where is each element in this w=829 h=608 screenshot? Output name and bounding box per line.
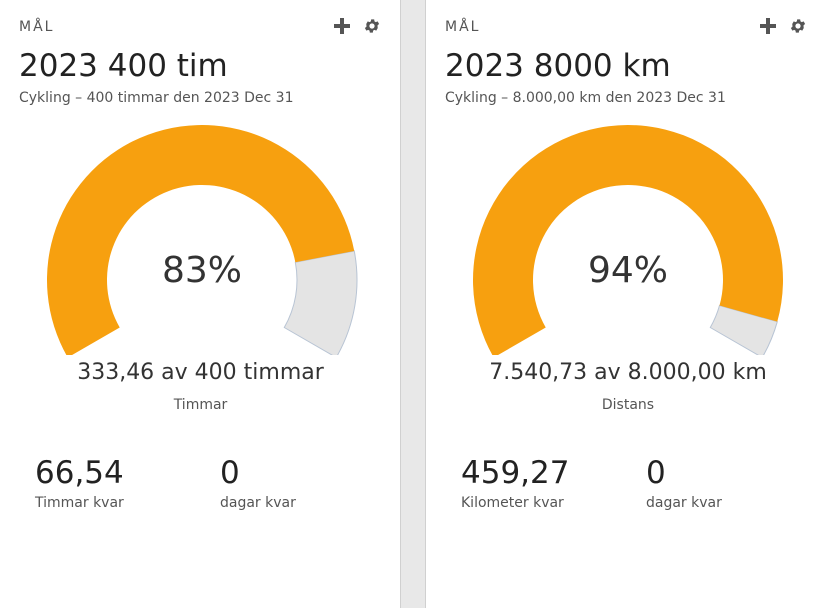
- progress-text: 333,46 av 400 timmar: [77, 360, 324, 385]
- progress-gauge: [47, 125, 358, 355]
- remaining-value: 66,54: [35, 455, 124, 491]
- progress-text: 7.540,73 av 8.000,00 km: [489, 360, 767, 385]
- progress-gauge: [473, 125, 783, 355]
- gauge-fill-arc: [473, 125, 783, 355]
- gear-icon[interactable]: [362, 16, 382, 36]
- gauge-percent: 94%: [587, 250, 668, 291]
- gauge-remaining-arc: [709, 304, 778, 355]
- goal-subtitle: Cykling – 8.000,00 km den 2023 Dec 31: [445, 90, 726, 106]
- gauge-remaining-arc: [283, 250, 358, 355]
- plus-icon[interactable]: [332, 16, 352, 36]
- unit-label: Distans: [601, 397, 655, 413]
- section-label: MÅL: [19, 19, 55, 35]
- remaining-label: Kilometer kvar: [461, 495, 564, 511]
- days-label: dagar kvar: [220, 495, 296, 511]
- remaining-stat: 66,54 Timmar kvar: [35, 455, 124, 511]
- card-actions: [332, 16, 382, 36]
- goal-card-hours: MÅL 2023 400 tim Cykling – 400 timmar de…: [0, 0, 401, 608]
- plus-icon[interactable]: [758, 16, 778, 36]
- days-value: 0: [646, 455, 666, 491]
- remaining-label: Timmar kvar: [35, 495, 124, 511]
- goal-title: 2023 400 tim: [19, 48, 228, 84]
- goal-card-distance: MÅL 2023 8000 km Cykling – 8.000,00 km d…: [425, 0, 829, 608]
- gauge-fill-arc: [47, 125, 355, 355]
- days-stat: 0 dagar kvar: [646, 455, 722, 511]
- goal-title: 2023 8000 km: [445, 48, 671, 84]
- gauge-percent: 83%: [161, 250, 242, 291]
- goal-subtitle: Cykling – 400 timmar den 2023 Dec 31: [19, 90, 294, 106]
- card-actions: [758, 16, 808, 36]
- unit-label: Timmar: [173, 397, 228, 413]
- section-label: MÅL: [445, 19, 481, 35]
- days-value: 0: [220, 455, 240, 491]
- remaining-stat: 459,27 Kilometer kvar: [461, 455, 569, 511]
- days-stat: 0 dagar kvar: [220, 455, 296, 511]
- remaining-value: 459,27: [461, 455, 570, 491]
- days-label: dagar kvar: [646, 495, 722, 511]
- gear-icon[interactable]: [788, 16, 808, 36]
